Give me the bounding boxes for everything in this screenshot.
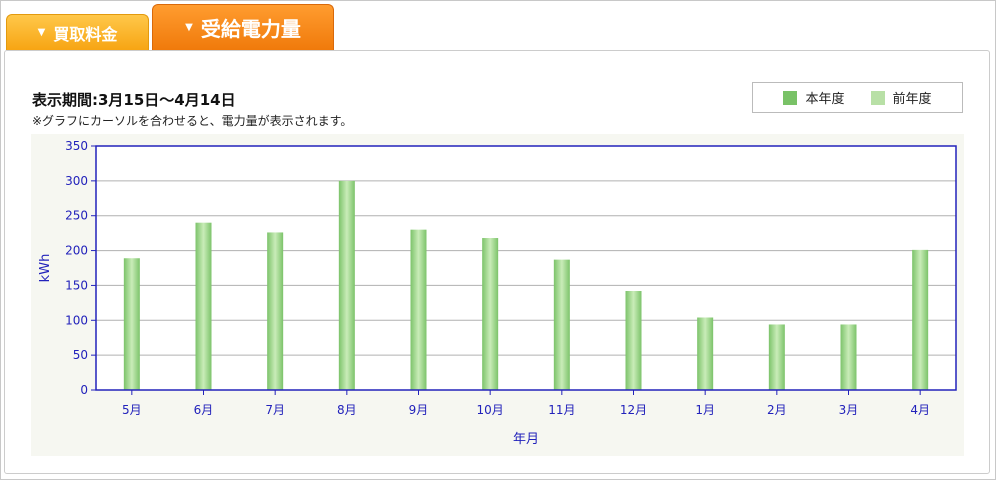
x-tick-label: 5月 (122, 403, 142, 417)
bar-chart: 0 50 100 150 200 250 300 350 5月 6月 7月 8月 9月 10月 11月 12月… (38, 139, 957, 447)
x-tick-label: 11月 (548, 403, 575, 417)
tab-received-power-label: 受給電力量 (200, 17, 301, 41)
bar (768, 324, 785, 390)
plot-border (95, 145, 957, 391)
x-tick-label: 1月 (695, 403, 715, 417)
y-tick-label: 100 (65, 313, 88, 327)
bar (482, 238, 499, 390)
y-axis-label: kWh (38, 254, 53, 283)
x-tick-label: 8月 (337, 403, 357, 417)
bar (553, 259, 570, 390)
bar (123, 258, 140, 390)
legend-item-current: 本年度 (783, 88, 845, 107)
bar (410, 229, 427, 390)
x-tick-label: 7月 (265, 403, 285, 417)
tab-received-power[interactable]: ▼ 受給電力量 (152, 4, 334, 50)
chart-area: 0 50 100 150 200 250 300 350 5月 6月 7月 8月 9月 10月 11月 12月… (31, 134, 964, 456)
x-tick-label: 9月 (409, 403, 429, 417)
y-tick-label: 200 (65, 244, 88, 258)
legend-swatch-previous (870, 90, 885, 105)
chevron-down-icon: ▼ (37, 27, 46, 38)
y-tick-label: 350 (65, 139, 88, 153)
y-tick-label: 250 (65, 209, 88, 223)
y-tick-label: 0 (80, 383, 88, 397)
x-tick-label: 3月 (839, 403, 859, 417)
bar (625, 291, 642, 390)
x-tick-label: 12月 (620, 403, 647, 417)
x-tick-label: 10月 (477, 403, 504, 417)
x-tick-label: 2月 (767, 403, 787, 417)
legend-label-current: 本年度 (805, 92, 845, 107)
chevron-down-icon: ▼ (185, 22, 193, 33)
tab-purchase-fee[interactable]: ▼ 買取料金 (6, 14, 149, 50)
legend-swatch-current (783, 90, 798, 105)
legend-label-previous: 前年度 (892, 92, 932, 107)
plot-background (96, 146, 956, 390)
bar (267, 232, 284, 390)
bar (338, 180, 355, 390)
bar (840, 324, 857, 390)
legend-item-previous: 前年度 (870, 88, 932, 107)
hover-note: ※グラフにカーソルを合わせると、電力量が表示されます。 (32, 114, 353, 128)
chart-legend: 本年度 前年度 (752, 82, 963, 113)
y-tick-label: 300 (65, 174, 88, 188)
x-tick-label: 4月 (910, 403, 930, 417)
y-tick-label: 150 (65, 278, 88, 292)
x-axis-label: 年月 (513, 432, 539, 447)
y-tick-label: 50 (73, 348, 88, 362)
bar (912, 249, 929, 390)
bar (195, 222, 212, 390)
bar (697, 317, 714, 390)
display-period: 表示期間:3月15日～4月14日 (32, 91, 236, 109)
x-tick-label: 6月 (194, 403, 214, 417)
tab-purchase-fee-label: 買取料金 (53, 24, 118, 44)
